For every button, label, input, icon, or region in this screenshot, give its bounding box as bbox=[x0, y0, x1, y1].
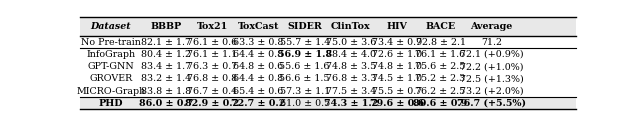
Text: SIDER: SIDER bbox=[287, 22, 322, 31]
Text: 61.0 ± 0.5: 61.0 ± 0.5 bbox=[280, 99, 330, 108]
Text: 72.7 ± 0.2: 72.7 ± 0.2 bbox=[232, 99, 285, 108]
Text: 74.8 ± 1.0: 74.8 ± 1.0 bbox=[372, 62, 422, 71]
Text: 76.8 ± 3.3: 76.8 ± 3.3 bbox=[326, 74, 376, 83]
Text: PHD: PHD bbox=[99, 99, 124, 108]
Text: 64.4 ± 0.8: 64.4 ± 0.8 bbox=[234, 50, 284, 59]
Text: 76.8 ± 0.8: 76.8 ± 0.8 bbox=[188, 74, 237, 83]
Bar bbox=[80, 97, 576, 109]
Text: 55.6 ± 1.6: 55.6 ± 1.6 bbox=[280, 62, 330, 71]
Text: No Pre-train: No Pre-train bbox=[81, 38, 141, 47]
Text: 75.5 ± 0.7: 75.5 ± 0.7 bbox=[372, 86, 422, 96]
Text: 72.5 (+1.3%): 72.5 (+1.3%) bbox=[460, 74, 524, 83]
Text: 64.8 ± 0.6: 64.8 ± 0.6 bbox=[234, 62, 284, 71]
Text: HIV: HIV bbox=[387, 22, 408, 31]
Text: 83.2 ± 1.4: 83.2 ± 1.4 bbox=[141, 74, 191, 83]
Text: 79.6 ± 0.6: 79.6 ± 0.6 bbox=[370, 99, 424, 108]
Text: 83.4 ± 1.7: 83.4 ± 1.7 bbox=[141, 62, 191, 71]
Text: 76.1 ± 1.6: 76.1 ± 1.6 bbox=[415, 50, 466, 59]
Text: 72.2 (+1.0%): 72.2 (+1.0%) bbox=[460, 62, 523, 71]
Text: GPT-GNN: GPT-GNN bbox=[88, 62, 134, 71]
Text: 65.4 ± 0.6: 65.4 ± 0.6 bbox=[234, 86, 284, 96]
Text: 82.9 ± 0.2: 82.9 ± 0.2 bbox=[186, 99, 239, 108]
Text: 76.7 (+5.5%): 76.7 (+5.5%) bbox=[457, 99, 526, 108]
Text: 75.2 ± 2.3: 75.2 ± 2.3 bbox=[415, 74, 466, 83]
Text: 80.6 ± 0.9: 80.6 ± 0.9 bbox=[413, 99, 468, 108]
Text: 75.6 ± 2.5: 75.6 ± 2.5 bbox=[415, 62, 466, 71]
Text: 82.1 ± 1.7: 82.1 ± 1.7 bbox=[141, 38, 191, 47]
Text: 76.1 ± 1.1: 76.1 ± 1.1 bbox=[188, 50, 237, 59]
Text: 57.3 ± 1.1: 57.3 ± 1.1 bbox=[280, 86, 330, 96]
Text: 74.8 ± 3.5: 74.8 ± 3.5 bbox=[326, 62, 376, 71]
Text: 56.6 ± 1.5: 56.6 ± 1.5 bbox=[280, 74, 330, 83]
Text: 72.1 (+0.9%): 72.1 (+0.9%) bbox=[460, 50, 524, 59]
Text: 55.7 ± 1.4: 55.7 ± 1.4 bbox=[280, 38, 330, 47]
Text: BACE: BACE bbox=[426, 22, 456, 31]
Text: ToxCast: ToxCast bbox=[238, 22, 279, 31]
Bar bbox=[80, 17, 576, 36]
Text: 71.2: 71.2 bbox=[481, 38, 502, 47]
Text: 86.0 ± 0.7: 86.0 ± 0.7 bbox=[139, 99, 193, 108]
Text: 72.8 ± 2.1: 72.8 ± 2.1 bbox=[415, 38, 465, 47]
Text: 78.4 ± 4.0: 78.4 ± 4.0 bbox=[326, 50, 376, 59]
Text: BBBP: BBBP bbox=[150, 22, 182, 31]
Text: 77.5 ± 3.4: 77.5 ± 3.4 bbox=[326, 86, 376, 96]
Text: 63.3 ± 0.8: 63.3 ± 0.8 bbox=[234, 38, 284, 47]
Text: GROVER: GROVER bbox=[90, 74, 132, 83]
Text: ClinTox: ClinTox bbox=[331, 22, 371, 31]
Text: 74.3 ± 1.2: 74.3 ± 1.2 bbox=[324, 99, 378, 108]
Text: 56.9 ± 1.8: 56.9 ± 1.8 bbox=[278, 50, 332, 59]
Text: 76.7 ± 0.4: 76.7 ± 0.4 bbox=[188, 86, 237, 96]
Text: 73.2 (+2.0%): 73.2 (+2.0%) bbox=[460, 86, 524, 96]
Text: 64.4 ± 0.8: 64.4 ± 0.8 bbox=[234, 74, 284, 83]
Text: 74.5 ± 1.0: 74.5 ± 1.0 bbox=[372, 74, 422, 83]
Text: Dataset: Dataset bbox=[91, 22, 131, 31]
Text: 80.4 ± 1.2: 80.4 ± 1.2 bbox=[141, 50, 191, 59]
Text: 76.1 ± 0.6: 76.1 ± 0.6 bbox=[188, 38, 237, 47]
Text: Average: Average bbox=[470, 22, 513, 31]
Text: 83.8 ± 1.8: 83.8 ± 1.8 bbox=[141, 86, 191, 96]
Text: 75.0 ± 3.6: 75.0 ± 3.6 bbox=[326, 38, 376, 47]
Text: 76.3 ± 0.7: 76.3 ± 0.7 bbox=[188, 62, 237, 71]
Text: 73.4 ± 0.9: 73.4 ± 0.9 bbox=[372, 38, 422, 47]
Text: MICRO-Graph: MICRO-Graph bbox=[76, 86, 146, 96]
Text: 72.6 ± 1.0: 72.6 ± 1.0 bbox=[372, 50, 422, 59]
Text: 76.2 ± 2.5: 76.2 ± 2.5 bbox=[415, 86, 466, 96]
Text: Tox21: Tox21 bbox=[197, 22, 228, 31]
Text: InfoGraph: InfoGraph bbox=[86, 50, 136, 59]
